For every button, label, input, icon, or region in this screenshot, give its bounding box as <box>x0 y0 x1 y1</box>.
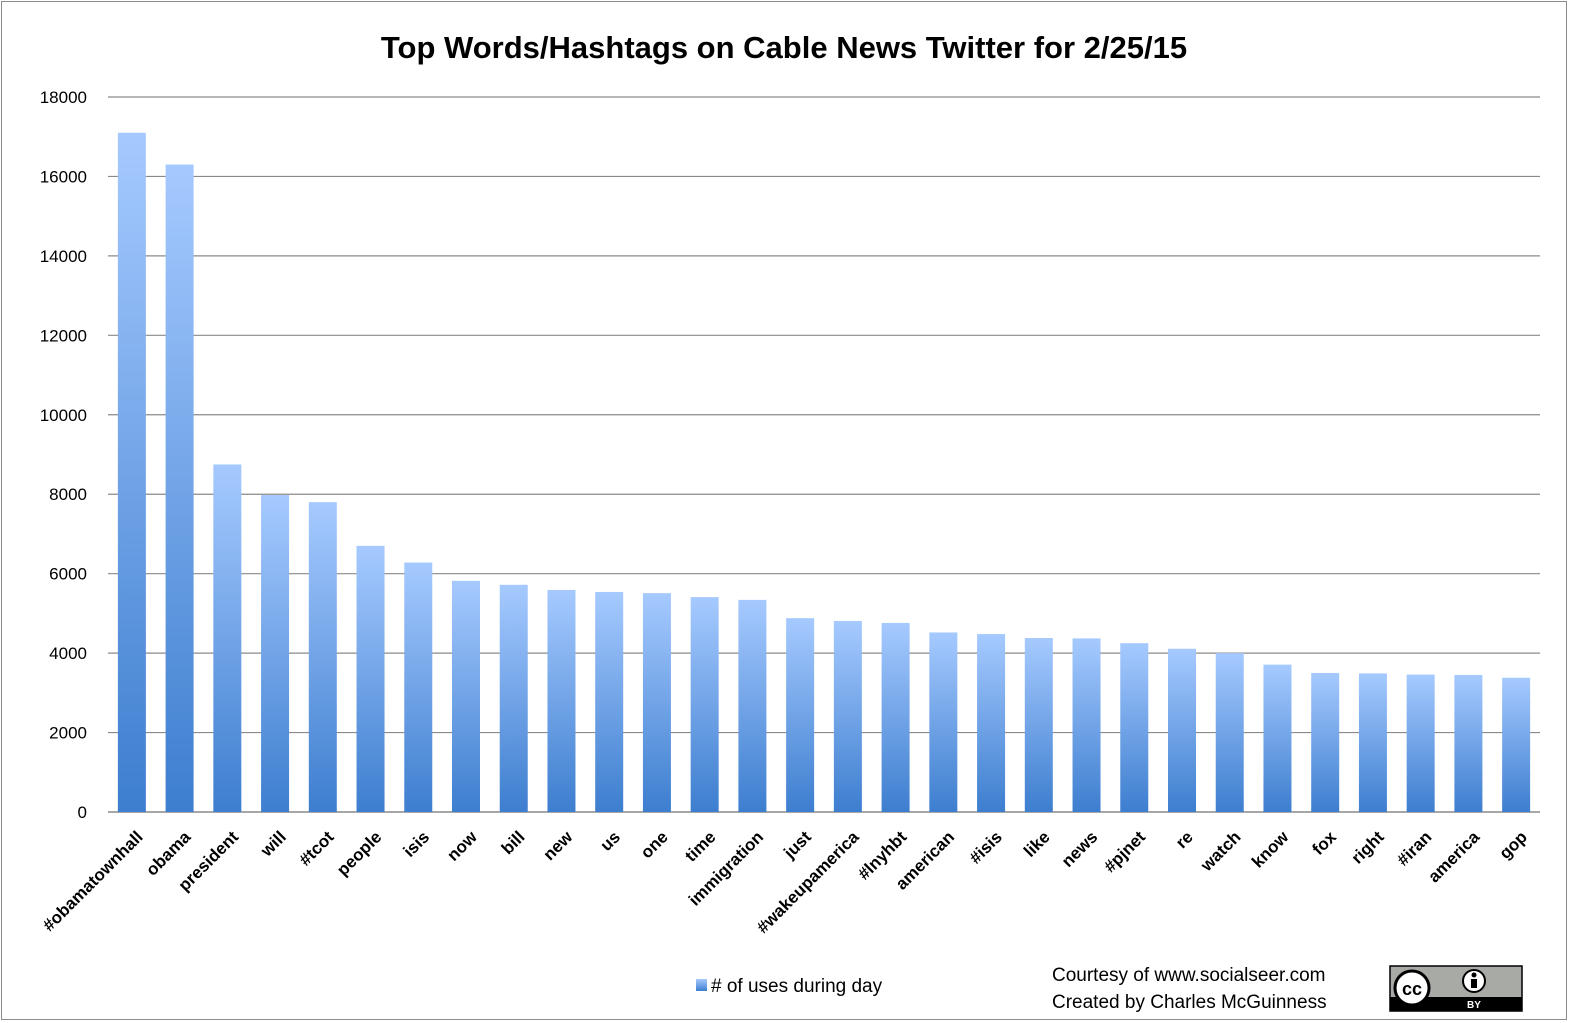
x-category-label: like <box>1020 827 1053 860</box>
bar <box>499 584 528 812</box>
bar <box>547 589 576 812</box>
bar <box>308 502 337 812</box>
x-category-label: #obamatownhall <box>39 827 147 935</box>
bar <box>595 591 624 812</box>
gridlines <box>108 96 1540 813</box>
x-category-label: time <box>681 827 719 865</box>
bar <box>1215 653 1244 812</box>
x-category-label: people <box>333 827 385 879</box>
x-category-label: now <box>443 827 481 865</box>
legend: # of uses during day <box>696 976 883 997</box>
x-category-label: bill <box>498 827 529 858</box>
x-category-label: news <box>1058 827 1102 871</box>
bar <box>738 599 767 812</box>
x-category-label: us <box>597 827 624 854</box>
bar <box>452 580 480 812</box>
bar <box>786 618 815 812</box>
x-category-label: new <box>539 827 576 864</box>
x-category-label: #isis <box>966 827 1006 867</box>
y-tick-label: 12000 <box>40 326 87 345</box>
bar <box>929 632 958 812</box>
bar <box>1120 643 1149 812</box>
legend-swatch <box>696 979 707 991</box>
bar <box>1072 638 1101 812</box>
credits: Courtesy of www.socialseer.com Created b… <box>1052 965 1327 1013</box>
bar <box>261 495 290 812</box>
bar <box>1502 677 1531 812</box>
y-tick-label: 14000 <box>40 247 87 266</box>
bar <box>213 464 242 812</box>
bar <box>1168 648 1196 812</box>
y-tick-label: 8000 <box>49 485 87 504</box>
bar <box>1406 674 1435 812</box>
svg-text:cc: cc <box>1402 979 1422 999</box>
x-category-label: gop <box>1495 827 1530 862</box>
bar <box>1024 638 1053 812</box>
y-tick-label: 2000 <box>49 724 87 743</box>
x-category-label: fox <box>1309 827 1341 859</box>
credit-line-2: Created by Charles McGuinness <box>1052 992 1327 1013</box>
bar <box>165 164 194 812</box>
y-tick-label: 10000 <box>40 406 87 425</box>
bar <box>1311 672 1340 812</box>
y-tick-label: 6000 <box>49 565 87 584</box>
bar <box>977 634 1006 812</box>
x-category-label: know <box>1248 827 1293 872</box>
x-category-label: just <box>779 827 815 863</box>
bar <box>1358 673 1387 812</box>
chart-title: Top Words/Hashtags on Cable News Twitter… <box>381 30 1187 65</box>
bar <box>117 132 146 812</box>
x-category-label: one <box>637 827 672 862</box>
bar <box>833 620 862 812</box>
x-category-label: america <box>1424 827 1483 886</box>
x-category-label: right <box>1348 827 1388 867</box>
credit-line-1: Courtesy of www.socialseer.com <box>1052 965 1326 986</box>
bar <box>881 622 910 812</box>
bars <box>117 132 1531 812</box>
y-axis-tick-labels: 0 2000 4000 6000 8000 10000 12000 14000 16000 180… <box>40 88 87 822</box>
bar <box>404 562 433 812</box>
legend-label: # of uses during day <box>711 976 883 997</box>
bar <box>356 545 385 812</box>
y-tick-label: 4000 <box>49 644 87 663</box>
bar <box>690 597 719 812</box>
x-category-label: #pjnet <box>1100 827 1149 876</box>
creative-commons-by-icon: cc BY <box>1389 965 1523 1012</box>
y-tick-label: 18000 <box>40 88 87 107</box>
bar <box>1263 664 1292 812</box>
x-category-label: watch <box>1196 827 1244 875</box>
x-category-label: #tcot <box>295 827 337 869</box>
bar <box>1454 674 1483 812</box>
bar <box>642 593 671 812</box>
y-tick-label: 0 <box>78 803 87 822</box>
x-category-label: re <box>1172 827 1197 852</box>
x-category-label: isis <box>400 827 433 860</box>
license-text: BY <box>1467 1000 1481 1011</box>
x-category-label: will <box>256 827 290 861</box>
y-tick-label: 16000 <box>40 167 87 186</box>
x-category-label: #iran <box>1393 827 1435 869</box>
